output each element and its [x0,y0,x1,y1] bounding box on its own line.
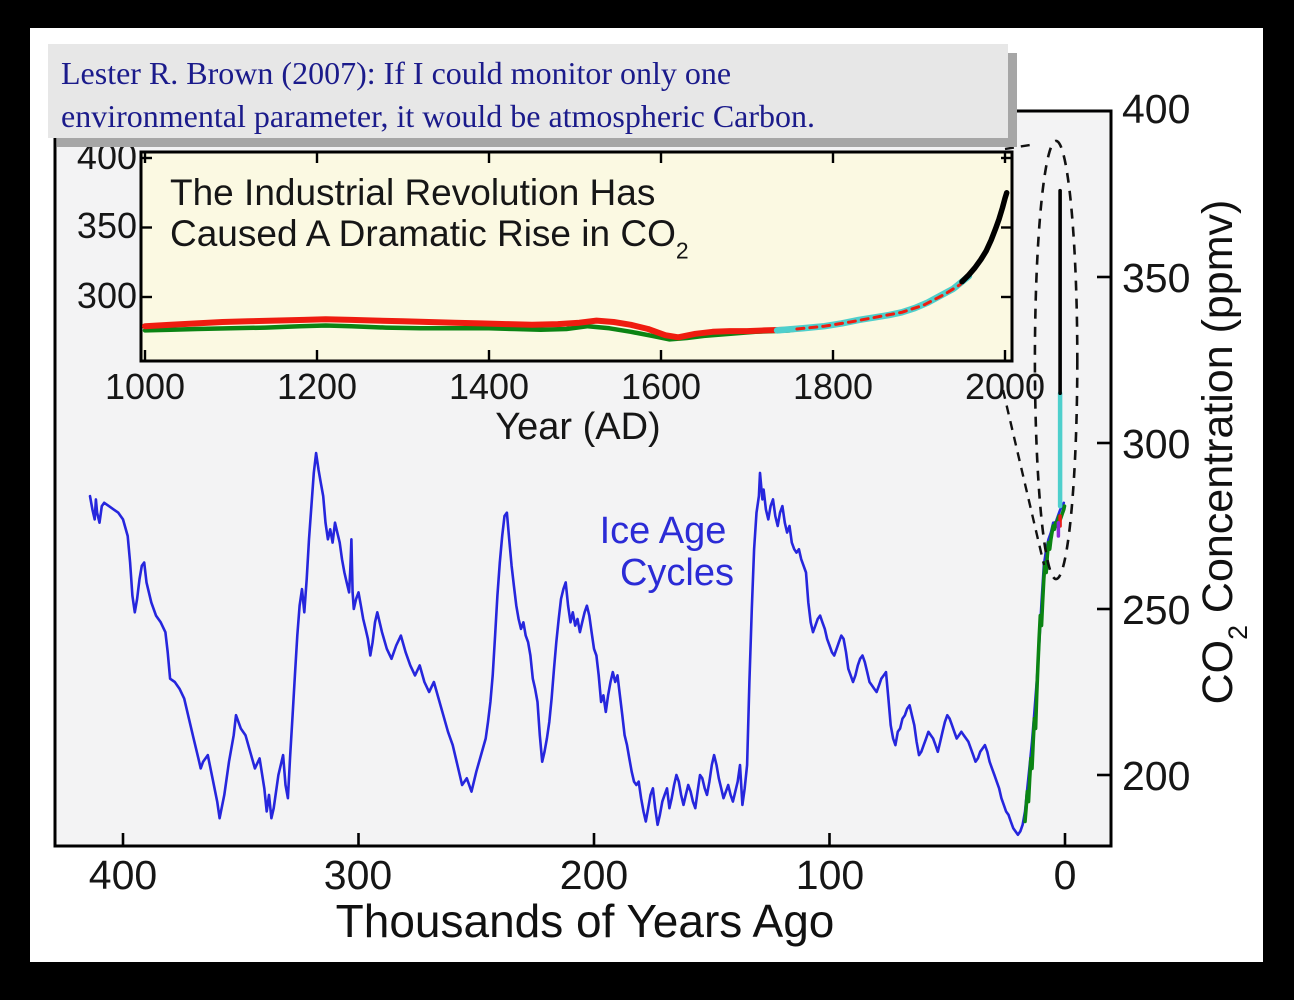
ice-age-annotation-line2: Cycles [619,552,735,594]
main-x-tick-label: 300 [323,852,393,898]
main-x-axis-label: Thousands of Years Ago [335,895,835,947]
inset-x-tick-label: 1400 [448,366,530,407]
inset-x-tick-label: 1200 [276,366,358,407]
main-x-tick-label: 100 [795,852,865,898]
slide-background [30,28,1263,962]
main-y-tick-label: 300 [1122,421,1191,467]
quote-line2: environmental parameter, it would be atm… [61,98,816,134]
inset-y-tick-label: 350 [76,205,137,246]
main-y-tick-label: 200 [1122,753,1191,799]
inset-title-line2: Caused A Dramatic Rise in CO2 [170,213,689,265]
inset-title-subscript: 2 [675,237,689,264]
ylabel-subscript: 2 [1222,625,1253,640]
quote-box: Lester R. Brown (2007): If I could monit… [48,44,1008,138]
inset-y-tick-label: 400 [76,136,137,177]
main-x-tick-label: 200 [559,852,629,898]
inset-title-line2-main: Caused A Dramatic Rise in CO [170,213,676,254]
inset-x-tick-label: 1600 [620,366,702,407]
ice-age-annotation-line1: Ice Age [599,510,727,552]
main-y-axis-label: CO2 Concentration (ppmv) [1194,200,1254,705]
inset-x-tick-label: 1800 [792,366,874,407]
inset-x-axis-label: Year (AD) [495,406,661,448]
main-y-tick-label: 350 [1122,255,1191,301]
ylabel-suffix: Concentration (ppmv) [1194,199,1243,626]
inset-y-tick-label: 300 [76,275,137,316]
main-y-tick-label: 400 [1122,86,1191,132]
inset-x-tick-label: 2000 [964,366,1046,407]
main-y-tick-label: 250 [1122,587,1191,633]
inset-title-line1: The Industrial Revolution Has [170,172,656,213]
ylabel-prefix: CO [1194,639,1243,705]
main-x-tick-label: 400 [88,852,158,898]
inset-x-tick-label: 1000 [104,366,186,407]
main-x-tick-label: 0 [1053,852,1077,898]
quote-line1: Lester R. Brown (2007): If I could monit… [61,55,732,91]
